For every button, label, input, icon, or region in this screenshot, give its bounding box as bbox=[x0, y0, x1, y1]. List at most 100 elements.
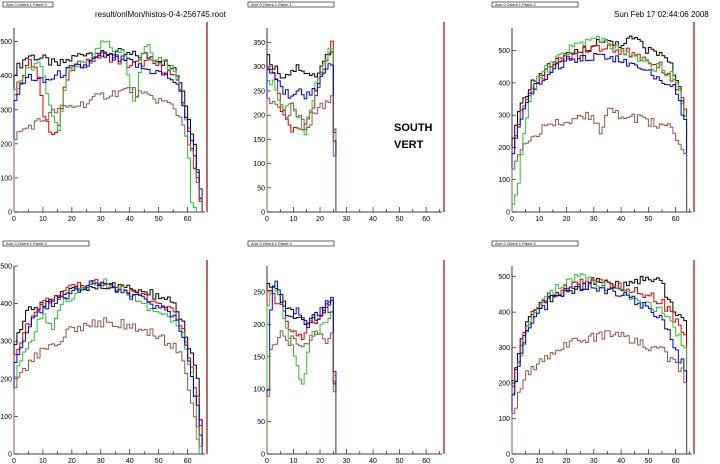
y-tick-label: 300 bbox=[253, 64, 265, 71]
x-tick-label: 10 bbox=[39, 458, 47, 464]
y-tick-label: 150 bbox=[253, 137, 265, 144]
x-tick-label: 30 bbox=[590, 216, 598, 223]
panel-title-box bbox=[2, 1, 54, 8]
x-tick-label: 50 bbox=[644, 216, 652, 223]
y-tick-label: 100 bbox=[498, 416, 510, 423]
x-tick-label: 50 bbox=[155, 458, 163, 464]
histogram-series-brown bbox=[511, 330, 688, 454]
y-tick-label: 150 bbox=[253, 354, 265, 361]
histogram-series-blue bbox=[13, 280, 203, 454]
x-tick-label: 50 bbox=[396, 216, 404, 223]
histogram-series-black bbox=[13, 284, 203, 454]
panel-title: Arm 0 Orient 1 Panel 5 bbox=[495, 241, 536, 246]
panel-title: Arm 0 Orient 1 Panel 0 bbox=[6, 2, 47, 7]
x-tick-label: 10 bbox=[290, 458, 298, 464]
y-tick-label: 400 bbox=[0, 301, 12, 308]
x-tick-label: 60 bbox=[184, 216, 192, 223]
x-tick-label: 50 bbox=[155, 216, 163, 223]
panel-title-box bbox=[491, 240, 579, 247]
y-tick-label: 350 bbox=[253, 40, 265, 47]
panel-title-box bbox=[247, 240, 335, 247]
histogram-panel: Arm 0 Orient 1 Panel 0 0 100 200 300 400 500 0 1… bbox=[0, 1, 208, 223]
y-tick-label: 400 bbox=[498, 80, 510, 87]
x-tick-label: 30 bbox=[590, 458, 598, 464]
x-tick-label: 0 bbox=[265, 458, 269, 464]
x-tick-label: 0 bbox=[265, 216, 269, 223]
x-tick-label: 20 bbox=[68, 458, 76, 464]
histogram-series-brown bbox=[266, 330, 337, 454]
y-tick-label: 200 bbox=[498, 381, 510, 388]
x-tick-label: 60 bbox=[422, 458, 430, 464]
panel-title-box bbox=[491, 1, 579, 8]
x-tick-label: 10 bbox=[290, 216, 298, 223]
side-label-vert: VERT bbox=[394, 139, 424, 151]
panel-title: Arm 0 Orient 1 Panel 4 bbox=[251, 241, 292, 246]
histogram-series-brown bbox=[13, 87, 203, 212]
y-tick-label: 0 bbox=[261, 210, 265, 217]
y-tick-label: 300 bbox=[0, 107, 12, 114]
histogram-series-brown bbox=[266, 95, 337, 212]
histogram-series-blue bbox=[511, 53, 688, 212]
file-path-label: result/onlMon/histos-0-4-256745.root bbox=[95, 10, 227, 19]
histogram-series-blue bbox=[266, 280, 337, 454]
x-tick-label: 20 bbox=[563, 216, 571, 223]
x-tick-label: 40 bbox=[369, 216, 377, 223]
x-tick-label: 40 bbox=[617, 216, 625, 223]
histogram-series-brown bbox=[511, 107, 688, 212]
timestamp-label: Sun Feb 17 02:44:06 2008 bbox=[614, 10, 709, 19]
panel-title-box bbox=[247, 1, 335, 8]
histogram-series-black bbox=[13, 47, 203, 212]
y-tick-label: 500 bbox=[498, 274, 510, 281]
histogram-series-green bbox=[266, 285, 337, 454]
y-tick-label: 200 bbox=[0, 141, 12, 148]
x-tick-label: 30 bbox=[97, 216, 105, 223]
panel-title: Arm 0 Orient 1 Panel 2 bbox=[495, 2, 536, 7]
side-label-south: SOUTH bbox=[394, 122, 433, 134]
histogram-series-green bbox=[511, 273, 688, 454]
panel-title: Arm 0 Orient 1 Panel 3 bbox=[6, 241, 47, 246]
x-tick-label: 10 bbox=[535, 458, 543, 464]
x-tick-label: 10 bbox=[39, 216, 47, 223]
x-tick-label: 60 bbox=[672, 216, 680, 223]
x-tick-label: 50 bbox=[396, 458, 404, 464]
x-tick-label: 40 bbox=[369, 458, 377, 464]
x-tick-label: 0 bbox=[510, 216, 514, 223]
y-tick-label: 100 bbox=[253, 387, 265, 394]
y-tick-label: 200 bbox=[498, 145, 510, 152]
x-tick-label: 20 bbox=[563, 458, 571, 464]
histogram-panel: Arm 0 Orient 1 Panel 2 0 100 200 300 400 500 0 1… bbox=[491, 1, 695, 223]
y-tick-label: 50 bbox=[257, 185, 265, 192]
histogram-series-green bbox=[511, 35, 688, 212]
y-tick-label: 250 bbox=[253, 88, 265, 95]
y-tick-label: 500 bbox=[0, 264, 12, 271]
y-tick-label: 300 bbox=[0, 339, 12, 346]
y-tick-label: 50 bbox=[257, 419, 265, 426]
histogram-series-green bbox=[13, 40, 197, 212]
y-tick-label: 0 bbox=[261, 452, 265, 459]
x-tick-label: 40 bbox=[126, 458, 134, 464]
x-tick-label: 60 bbox=[672, 458, 680, 464]
y-tick-label: 500 bbox=[498, 48, 510, 55]
y-tick-label: 500 bbox=[0, 39, 12, 46]
y-tick-label: 0 bbox=[8, 210, 12, 217]
x-tick-label: 0 bbox=[12, 458, 16, 464]
histogram-panel: Arm 0 Orient 1 Panel 4 0 50 100 150 200 250 0 10… bbox=[247, 240, 445, 464]
y-tick-label: 400 bbox=[0, 73, 12, 80]
x-tick-label: 20 bbox=[316, 216, 324, 223]
y-tick-label: 400 bbox=[498, 310, 510, 317]
histogram-series-red bbox=[511, 277, 688, 454]
histogram-series-black bbox=[266, 51, 337, 212]
y-tick-label: 0 bbox=[8, 452, 12, 459]
x-tick-label: 30 bbox=[97, 458, 105, 464]
x-tick-label: 60 bbox=[184, 458, 192, 464]
y-tick-label: 0 bbox=[506, 452, 510, 459]
x-tick-label: 10 bbox=[535, 216, 543, 223]
x-tick-label: 40 bbox=[617, 458, 625, 464]
y-tick-label: 200 bbox=[0, 376, 12, 383]
histogram-series-brown bbox=[13, 317, 203, 454]
y-tick-label: 100 bbox=[253, 161, 265, 168]
y-tick-label: 100 bbox=[498, 177, 510, 184]
histogram-series-black bbox=[511, 275, 688, 454]
y-tick-label: 200 bbox=[253, 113, 265, 120]
